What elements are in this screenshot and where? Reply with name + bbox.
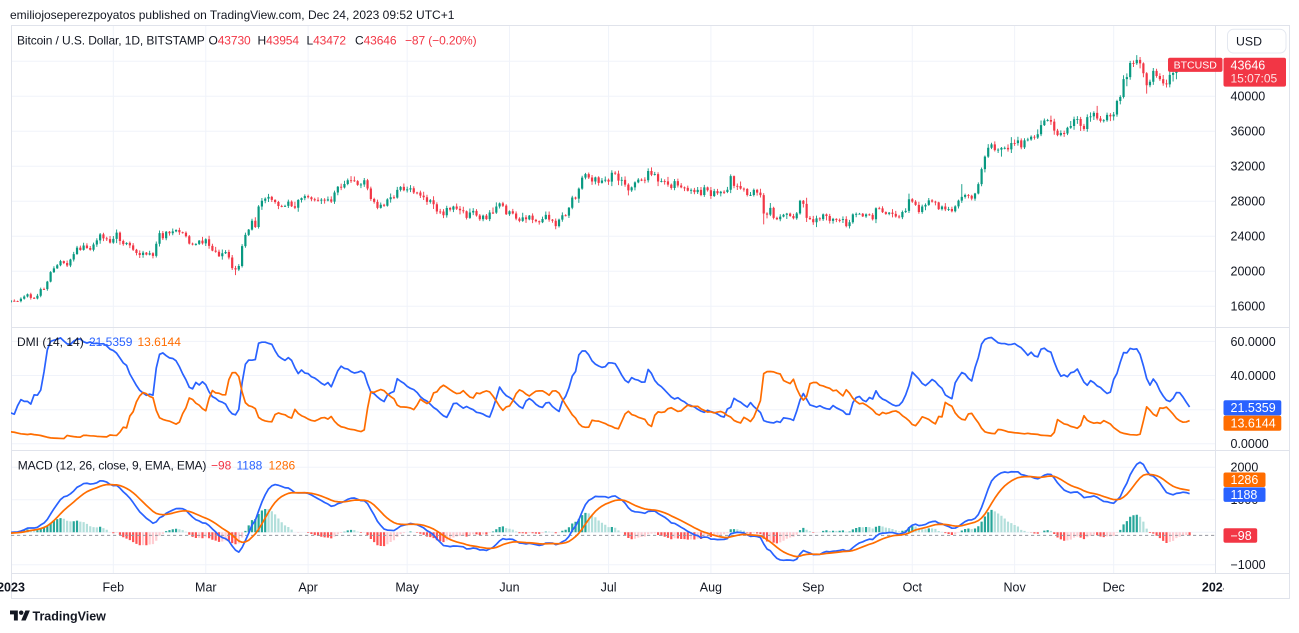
svg-text:43646: 43646: [1231, 59, 1266, 73]
svg-text:BTCUSD: BTCUSD: [1174, 60, 1218, 72]
svg-text:Dec: Dec: [1103, 581, 1125, 595]
svg-text:Bitcoin / U.S. Dollar, 1D, BIT: Bitcoin / U.S. Dollar, 1D, BITSTAMP O4373…: [17, 34, 477, 48]
svg-text:0.0000: 0.0000: [1231, 437, 1269, 451]
svg-text:TradingView: TradingView: [33, 609, 107, 623]
svg-text:Feb: Feb: [103, 581, 125, 595]
svg-text:1188: 1188: [1231, 488, 1258, 502]
svg-text:28000: 28000: [1231, 195, 1266, 209]
svg-text:USD: USD: [1236, 35, 1262, 49]
svg-text:24000: 24000: [1231, 230, 1266, 244]
svg-text:32000: 32000: [1231, 160, 1266, 174]
svg-text:2023: 2023: [0, 581, 25, 595]
svg-text:Nov: Nov: [1003, 581, 1026, 595]
svg-text:16000: 16000: [1231, 300, 1266, 314]
svg-text:emiliojoseperezpoyatos publish: emiliojoseperezpoyatos published on Trad…: [10, 8, 455, 22]
svg-text:2024: 2024: [1202, 581, 1230, 595]
svg-text:36000: 36000: [1231, 125, 1266, 139]
svg-text:May: May: [395, 581, 419, 595]
svg-text:Jul: Jul: [601, 581, 617, 595]
svg-text:Jun: Jun: [499, 581, 519, 595]
svg-text:Sep: Sep: [802, 581, 824, 595]
svg-text:Aug: Aug: [700, 581, 722, 595]
svg-text:60.0000: 60.0000: [1231, 335, 1276, 349]
svg-text:15:07:05: 15:07:05: [1231, 72, 1278, 86]
svg-text:1286: 1286: [1231, 473, 1259, 487]
svg-text:Mar: Mar: [195, 581, 217, 595]
svg-text:40.0000: 40.0000: [1231, 369, 1276, 383]
svg-text:MACD (12, 26, close, 9, EMA, E: MACD (12, 26, close, 9, EMA, EMA) −98 1188…: [18, 458, 296, 472]
svg-text:13.6144: 13.6144: [1231, 417, 1276, 431]
svg-text:21.5359: 21.5359: [1231, 401, 1276, 415]
svg-text:2000: 2000: [1231, 461, 1259, 475]
svg-text:Apr: Apr: [298, 581, 317, 595]
svg-text:40000: 40000: [1231, 90, 1266, 104]
svg-text:Oct: Oct: [903, 581, 923, 595]
svg-text:−1000: −1000: [1231, 558, 1266, 572]
svg-text:−98: −98: [1231, 529, 1252, 543]
svg-text:20000: 20000: [1231, 265, 1266, 279]
